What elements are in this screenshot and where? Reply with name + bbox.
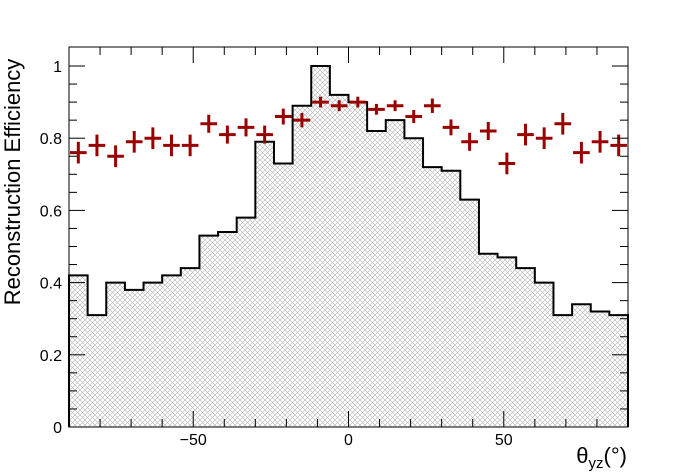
y-tick-label: 0.8 [40,131,62,148]
y-tick-label: 0.2 [40,348,62,365]
data-point [386,100,404,112]
y-axis-title: Reconstruction Efficiency [0,59,25,306]
y-tick-label: 0.6 [40,203,62,220]
y-tick-label: 1 [53,59,62,76]
data-point [517,123,534,146]
data-point [461,132,478,151]
data-point [535,127,553,150]
data-point [144,127,162,150]
x-tick-labels: −50 0 50 [180,432,513,449]
data-point [200,114,218,133]
data-point [591,130,609,153]
data-point [125,130,143,153]
data-point [349,96,367,108]
x-axis-title-subscript: yz [589,455,604,472]
y-tick-label: 0 [53,420,62,437]
axis-ticks [69,47,628,427]
x-axis-title: θyz(°) [576,443,627,472]
data-point [237,118,255,137]
data-point [368,103,385,115]
data-point [163,134,180,157]
data-point [442,119,460,136]
data-point [424,98,441,113]
data-point [293,112,311,128]
histogram-fill [69,66,628,427]
x-tick-label: 50 [495,432,513,449]
data-point [330,100,348,112]
data-point [107,145,124,168]
y-tick-label: 0.4 [40,276,62,293]
data-point [219,125,236,144]
x-axis-title-symbol: θ [576,443,588,468]
x-axis-title-unit: (°) [604,443,627,468]
data-point [274,108,292,125]
data-point [479,121,497,141]
data-point [554,112,572,135]
data-point [405,110,423,124]
data-point [181,134,199,157]
data-point [88,134,106,157]
data-point [256,125,273,144]
x-tick-label: −50 [180,432,207,449]
data-point [70,141,87,164]
y-tick-labels: 0 0.2 0.4 0.6 0.8 1 [40,59,62,437]
histogram-layer [68,65,629,427]
data-point [312,96,329,108]
data-point [498,152,516,175]
histogram-outline [68,65,629,427]
x-tick-label: 0 [344,432,353,449]
data-point [573,141,590,164]
